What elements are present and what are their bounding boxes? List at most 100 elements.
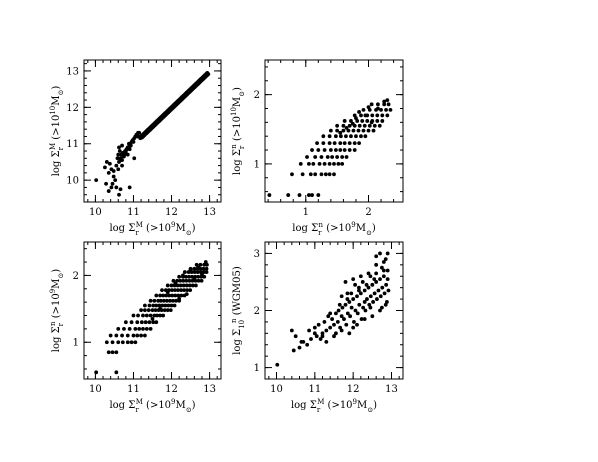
y-axis-label: log Σrn (>109M⊙) (49, 269, 65, 353)
data-point (109, 185, 114, 190)
data-point (120, 333, 124, 338)
data-point (300, 172, 305, 177)
data-point (173, 288, 177, 293)
data-point (114, 350, 119, 355)
data-point (150, 316, 155, 321)
data-point (111, 174, 116, 179)
data-point (156, 298, 161, 303)
data-point (345, 291, 350, 296)
data-point (275, 362, 280, 367)
data-point (152, 313, 157, 318)
y-tick-label: 2 (254, 90, 260, 101)
y-tick-label: 1 (254, 159, 260, 170)
data-point (120, 143, 124, 148)
data-point (125, 152, 130, 157)
data-point (351, 277, 356, 282)
data-point (319, 172, 324, 177)
data-point (122, 154, 126, 159)
data-point (168, 298, 172, 303)
data-point (192, 270, 197, 274)
data-point (150, 308, 155, 313)
data-point (139, 333, 143, 338)
data-point (118, 158, 123, 163)
data-point (307, 162, 311, 166)
x-axis-label: log ΣrM (>109M⊙) (291, 398, 377, 414)
data-point (165, 308, 170, 313)
data-point (370, 282, 375, 287)
data-point (104, 340, 109, 345)
data-point (383, 302, 388, 307)
data-point (313, 172, 318, 177)
data-point (125, 333, 130, 338)
data-point (116, 152, 121, 157)
data-point (193, 283, 198, 288)
data-point (374, 262, 379, 267)
data-point (135, 320, 140, 325)
data-point (342, 317, 346, 321)
data-point (137, 130, 142, 135)
data-point (184, 283, 189, 288)
data-point (313, 155, 318, 159)
data-point (361, 107, 366, 112)
data-point (123, 149, 128, 153)
data-point (103, 165, 107, 170)
x-tick-label: 13 (385, 384, 398, 395)
data-point (158, 306, 163, 311)
data-point (355, 311, 360, 316)
data-point (357, 110, 361, 114)
data-point (335, 155, 340, 159)
data-point (336, 308, 341, 313)
data-point (181, 273, 185, 278)
data-point (175, 278, 180, 283)
data-point (332, 334, 336, 339)
data-point (376, 102, 380, 107)
data-point (352, 320, 356, 324)
data-point (297, 345, 302, 350)
data-point (372, 123, 377, 128)
data-point (380, 265, 384, 270)
data-point (131, 313, 136, 318)
data-point (330, 317, 334, 321)
data-point (116, 326, 121, 331)
y-tick-label: 2 (254, 306, 260, 317)
data-point (345, 297, 350, 301)
data-point (182, 288, 186, 293)
data-point (154, 293, 159, 298)
data-point (372, 291, 377, 296)
data-point (188, 268, 193, 272)
data-point (182, 270, 187, 274)
data-point (339, 328, 344, 333)
data-point (113, 178, 118, 183)
data-point (312, 331, 317, 336)
data-point (332, 162, 336, 166)
data-point (144, 326, 149, 331)
data-point (116, 167, 121, 172)
x-tick-label: 13 (203, 384, 216, 395)
data-point (188, 288, 193, 293)
data-point (198, 262, 203, 267)
data-point (320, 334, 325, 339)
data-point (357, 285, 361, 290)
data-point (110, 340, 115, 345)
data-point (171, 298, 175, 303)
data-point (206, 72, 211, 77)
data-point (364, 282, 369, 287)
y-tick-label: 1 (73, 338, 79, 349)
data-point (117, 145, 121, 150)
data-point (190, 283, 195, 288)
data-point (376, 106, 380, 111)
data-point (385, 268, 390, 273)
data-point (195, 270, 200, 274)
data-point (116, 340, 121, 345)
data-point (340, 305, 345, 310)
data-point (386, 288, 391, 293)
data-point (385, 98, 390, 103)
data-point (385, 113, 390, 118)
data-point (336, 162, 341, 166)
data-point (310, 148, 314, 152)
data-point (340, 155, 345, 159)
data-point (328, 148, 333, 152)
data-point (333, 134, 338, 139)
data-point (362, 300, 367, 304)
